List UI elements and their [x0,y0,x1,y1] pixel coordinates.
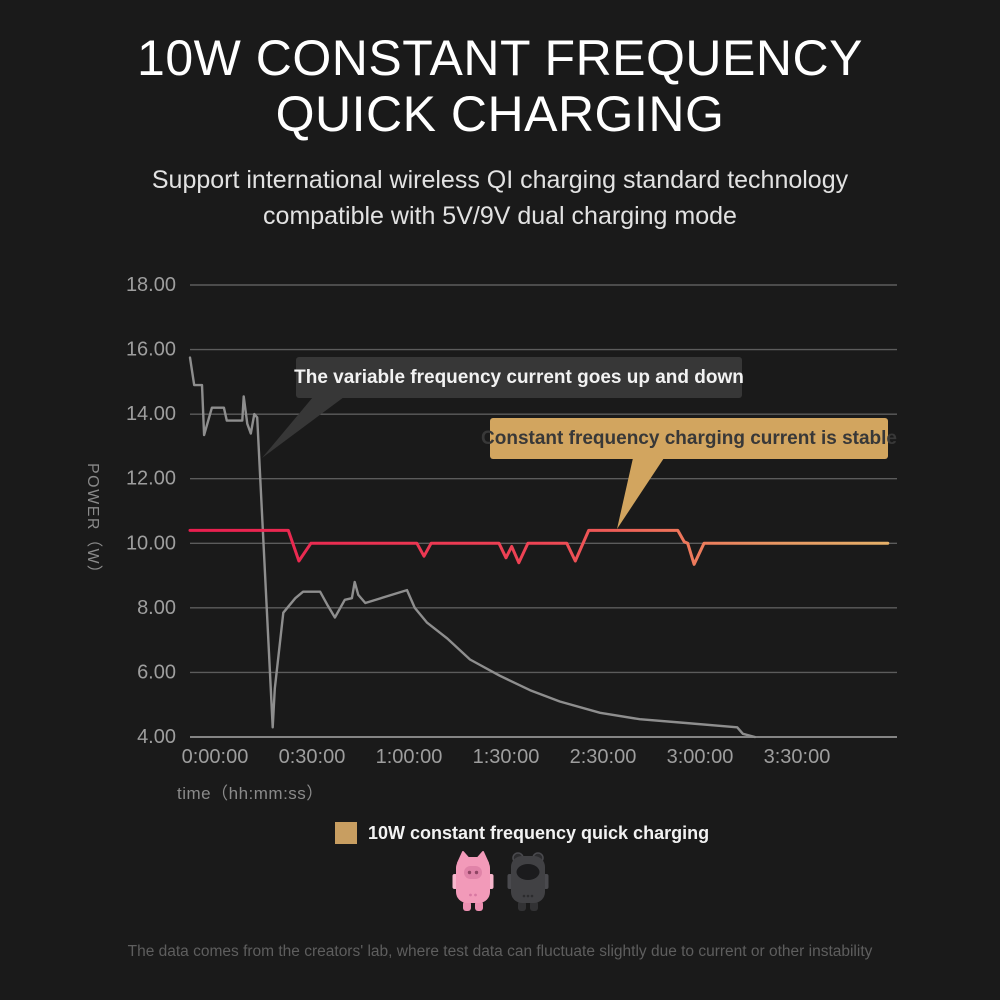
y-tick-label: 8.00 [137,597,176,619]
callout-pointer-constant-frequency [617,458,664,529]
title-line-1: 10W CONSTANT FREQUENCY [137,30,863,86]
x-tick-label: 3:30:00 [764,746,831,768]
page-title: 10W CONSTANT FREQUENCY QUICK CHARGING [0,30,1000,142]
mascot-chargers [452,850,549,912]
chart-legend: 10W constant frequency quick charging [335,822,709,844]
y-tick-label: 10.00 [126,532,176,554]
series-line [188,528,890,566]
x-tick-label: 1:00:00 [376,746,443,768]
pink-pig-charger-icon [452,851,494,911]
x-tick-label: 1:30:00 [473,746,540,768]
series-line [188,356,757,739]
callout-pointers [262,397,664,529]
callout-constant-frequency: Constant frequency charging current is s… [481,418,897,459]
page-subtitle: Support international wireless QI chargi… [0,162,1000,235]
legend-swatch-gold [335,822,357,844]
callout-variable-frequency: The variable frequency current goes up a… [294,357,744,398]
dark-robot-charger-icon [507,852,549,911]
x-tick-label: 3:00:00 [667,746,734,768]
x-axis-title: time（hh:mm:ss） [177,784,324,803]
gridlines-and-ticks: 18.00 16.00 14.00 12.00 10.00 8.00 6.00 4.00 0:0… [126,274,897,768]
data-series [188,356,890,739]
y-tick-label: 14.00 [126,403,176,425]
callout-pointer-variable-frequency [262,397,344,458]
legend-label: 10W constant frequency quick charging [368,822,710,843]
subtitle-line-2: compatible with 5V/9V dual charging mode [263,202,737,231]
data-disclaimer: The data comes from the creators' lab, w… [127,943,873,960]
title-line-2: QUICK CHARGING [275,86,725,142]
y-tick-label: 16.00 [126,339,176,361]
y-tick-label: 12.00 [126,468,176,490]
x-tick-label: 2:30:00 [570,746,637,768]
y-tick-label: 4.00 [137,726,176,748]
y-tick-label: 18.00 [126,274,176,296]
y-axis-title: POWER（W） [84,463,101,583]
x-tick-label: 0:00:00 [182,746,249,768]
y-tick-label: 6.00 [137,661,176,683]
subtitle-line-1: Support international wireless QI chargi… [151,166,849,194]
x-tick-label: 0:30:00 [279,746,346,768]
